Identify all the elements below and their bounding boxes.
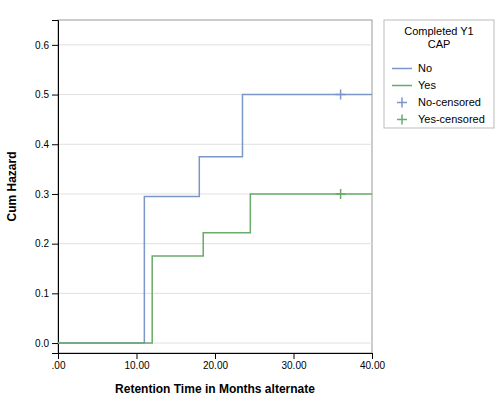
- tick: 40.00: [360, 353, 385, 371]
- tick: 30.00: [281, 353, 306, 371]
- tick-label: 40.00: [360, 360, 385, 371]
- tick-mark: [52, 95, 58, 96]
- step-line: [58, 194, 372, 343]
- grid-line: [58, 44, 372, 45]
- legend-label: No-censored: [418, 96, 481, 108]
- legend-label: No: [418, 62, 432, 74]
- tick-label: 0.4: [35, 139, 49, 150]
- tick-mark: [52, 45, 58, 46]
- legend-label: Yes: [418, 79, 436, 91]
- tick-label: 30.00: [281, 360, 306, 371]
- legend-swatch: [397, 115, 407, 125]
- tick-label: 20.00: [203, 360, 228, 371]
- tick: 0.0: [35, 338, 58, 349]
- tick: 0.3: [35, 189, 58, 200]
- legend-swatch: [392, 68, 412, 70]
- tick: .00: [52, 353, 66, 371]
- grid-line: [58, 293, 372, 294]
- tick-label: 0.3: [35, 189, 49, 200]
- plot-frame: [58, 20, 372, 353]
- legend-box: [384, 20, 494, 128]
- tick-label: .00: [52, 360, 66, 371]
- censored-marker: [336, 90, 346, 100]
- tick: 20.00: [203, 353, 228, 371]
- tick: 0.4: [35, 139, 58, 150]
- legend-item: No: [392, 62, 432, 74]
- legend-label: Yes-censored: [418, 113, 485, 125]
- tick: 10.00: [124, 353, 149, 371]
- legend: Completed Y1CAP No Yes No-censored Yes-censo…: [384, 20, 494, 128]
- legend-item: No-censored: [397, 96, 481, 108]
- y-grid: [58, 45, 372, 343]
- tick-mark: [372, 353, 373, 359]
- tick: 0.5: [35, 89, 58, 100]
- plot: .0010.0020.0030.0040.000.00.10.20.30.40.…: [35, 20, 385, 371]
- tick: 0.1: [35, 288, 58, 299]
- marks: [58, 90, 372, 344]
- legend-item: Yes-censored: [397, 113, 485, 125]
- censored-marker: [336, 189, 346, 199]
- tick-mark: [52, 244, 58, 245]
- tick-mark: [52, 144, 58, 145]
- legend-item: Yes: [392, 79, 436, 91]
- tick-label: 0.1: [35, 288, 49, 299]
- y-axis-title: Cum Hazard: [5, 151, 19, 221]
- tick-label: 0.5: [35, 89, 49, 100]
- legend-title: Completed Y1CAP: [404, 25, 474, 50]
- legend-swatch: [392, 85, 412, 87]
- tick-label: 0.0: [35, 338, 49, 349]
- tick-mark: [52, 343, 58, 344]
- tick-label: 0.6: [35, 40, 49, 51]
- legend-swatch: [397, 98, 407, 108]
- tick-mark: [137, 353, 138, 359]
- axis-line: [59, 354, 373, 360]
- step-line: [58, 95, 372, 344]
- chart: .0010.0020.0030.0040.000.00.10.20.30.40.…: [0, 0, 500, 405]
- grid-line: [58, 144, 372, 145]
- tick: 0.2: [35, 238, 58, 249]
- tick-mark: [294, 353, 295, 359]
- tick: 0.6: [35, 40, 58, 51]
- tick-mark: [215, 353, 216, 359]
- x-axis: .00 10.00 20.00 30.00 40.00: [52, 353, 386, 371]
- axis-line: [52, 21, 59, 354]
- tick-label: 0.2: [35, 238, 49, 249]
- x-axis-title: Retention Time in Months alternate: [115, 382, 315, 396]
- tick-label: 10.00: [124, 360, 149, 371]
- grid-line: [58, 243, 372, 244]
- tick-mark: [52, 293, 58, 294]
- y-axis: 0.0 0.1 0.2 0.3 0.4 0.5 0.6: [35, 21, 58, 354]
- tick-mark: [52, 194, 58, 195]
